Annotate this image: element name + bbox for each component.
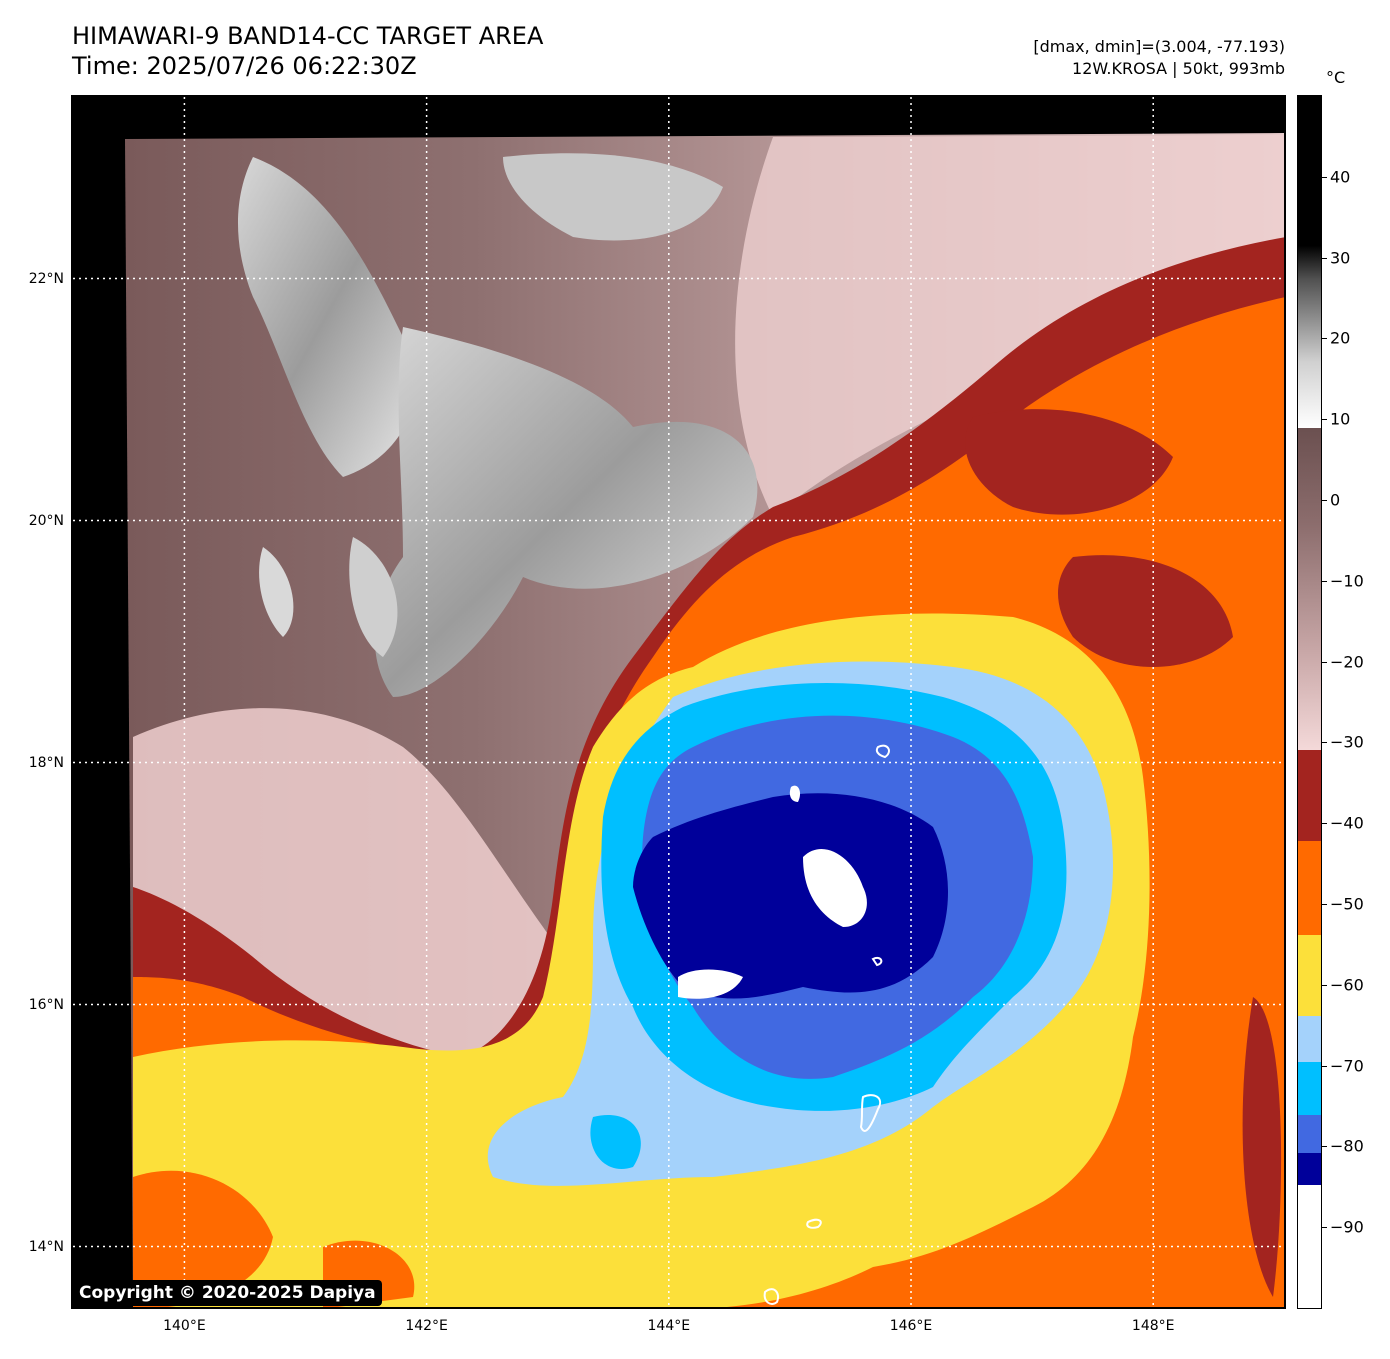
colorbar-tick-mark <box>1322 984 1327 986</box>
cloud-patch <box>349 537 398 657</box>
colorbar-tick-label: −10 <box>1330 571 1364 591</box>
colorbar-segment-navy <box>1298 1153 1321 1185</box>
longitude-label: 148°E <box>1131 1318 1175 1334</box>
colorbar-tick-label: 10 <box>1330 409 1351 429</box>
colorbar-tick-mark <box>1322 742 1327 744</box>
cloud-patch <box>374 327 758 697</box>
map-title: HIMAWARI-9 BAND14-CC TARGET AREA <box>72 22 544 50</box>
latitude-label: 20°N <box>28 512 64 529</box>
colorbar-segment-orange <box>1298 841 1321 935</box>
colorbar-tick-mark <box>1322 904 1327 905</box>
colorbar-tick-mark <box>1322 1227 1327 1229</box>
upper-cloud-band <box>735 135 1284 517</box>
colorbar-segment-warm <box>1298 96 1321 428</box>
overshooting-top <box>678 969 743 999</box>
map-time: Time: 2025/07/26 06:22:30Z <box>72 52 417 80</box>
colorbar-tick-mark <box>1322 257 1327 259</box>
colorbar-tick-label: 20 <box>1330 328 1351 348</box>
latitude-label: 22°N <box>28 270 64 287</box>
cloud-patch <box>503 153 723 241</box>
colorbar-tick-label: −80 <box>1330 1136 1364 1156</box>
cold-cloud-75-patch <box>590 1115 641 1169</box>
colorbar-segment-yellow <box>1298 935 1321 1016</box>
colorbar-tick-mark <box>1322 823 1327 825</box>
colorbar-tick-label: 0 <box>1330 490 1341 510</box>
island-outline <box>859 1094 882 1132</box>
colorbar-segment-cyan <box>1298 1062 1321 1115</box>
cold-cloud-85-core <box>633 793 948 999</box>
colorbar-tick-label: −30 <box>1330 732 1364 752</box>
colorbar-tick-mark <box>1322 176 1327 178</box>
latitude-label: 16°N <box>28 996 64 1013</box>
colorbar-tick-mark <box>1322 500 1327 501</box>
cloud-patch <box>238 157 415 477</box>
gridlines <box>73 97 1284 1307</box>
colorbar-tick-mark <box>1322 1146 1327 1148</box>
island-outline <box>871 956 883 967</box>
overshooting-top <box>803 848 867 927</box>
colorbar-segment-white <box>1298 1185 1321 1308</box>
colorbar-segment-mid <box>1298 428 1321 750</box>
cold-cloud-50-patch <box>133 1170 273 1307</box>
colorbar-tick-label: −60 <box>1330 975 1364 995</box>
longitude-label: 144°E <box>647 1318 691 1334</box>
satellite-map <box>71 95 1286 1309</box>
colorbar-segment-light-blue <box>1298 1016 1321 1062</box>
warm-cloud-patch <box>1242 997 1282 1297</box>
colorbar-tick-label: 40 <box>1330 167 1351 187</box>
latitude-label: 18°N <box>28 754 64 771</box>
overshooting-top <box>789 785 801 802</box>
colorbar-tick-mark <box>1322 580 1327 582</box>
colorbar-tick-label: −70 <box>1330 1056 1364 1076</box>
colorbar-tick-mark <box>1322 661 1327 663</box>
dmax-dmin-info: [dmax, dmin]=(3.004, -77.193) <box>1033 37 1285 56</box>
colorbar-unit: °C <box>1326 68 1346 87</box>
island-outline <box>875 744 890 759</box>
longitude-label: 140°E <box>163 1318 206 1334</box>
colorbar-tick-label: −90 <box>1330 1217 1364 1237</box>
satellite-imagery <box>73 97 1284 1307</box>
island-outline <box>806 1218 822 1229</box>
storm-info: 12W.KROSA | 50kt, 993mb <box>1072 59 1285 78</box>
colorbar-tick-label: −50 <box>1330 894 1364 914</box>
island-outline <box>763 1288 779 1305</box>
colorbar-tick-mark <box>1322 419 1327 421</box>
colorbar-tick-mark <box>1322 1065 1327 1067</box>
copyright-badge: Copyright © 2020-2025 Dapiya <box>73 1280 382 1306</box>
colorbar-segment-royal-blue <box>1298 1115 1321 1153</box>
colorbar <box>1297 95 1322 1309</box>
colorbar-tick-label: −40 <box>1330 813 1364 833</box>
colorbar-scale <box>1298 96 1321 1308</box>
longitude-label: 142°E <box>405 1318 448 1334</box>
colorbar-tick-label: −20 <box>1330 652 1364 672</box>
warm-cloud-patch <box>965 409 1173 515</box>
warm-cloud-patch <box>1058 555 1233 667</box>
longitude-label: 146°E <box>889 1318 933 1334</box>
colorbar-tick-label: 30 <box>1330 248 1351 268</box>
colorbar-tick-mark <box>1322 338 1327 340</box>
cloud-patch <box>259 547 294 637</box>
latitude-label: 14°N <box>28 1238 64 1255</box>
colorbar-segment-dark-red <box>1298 750 1321 841</box>
